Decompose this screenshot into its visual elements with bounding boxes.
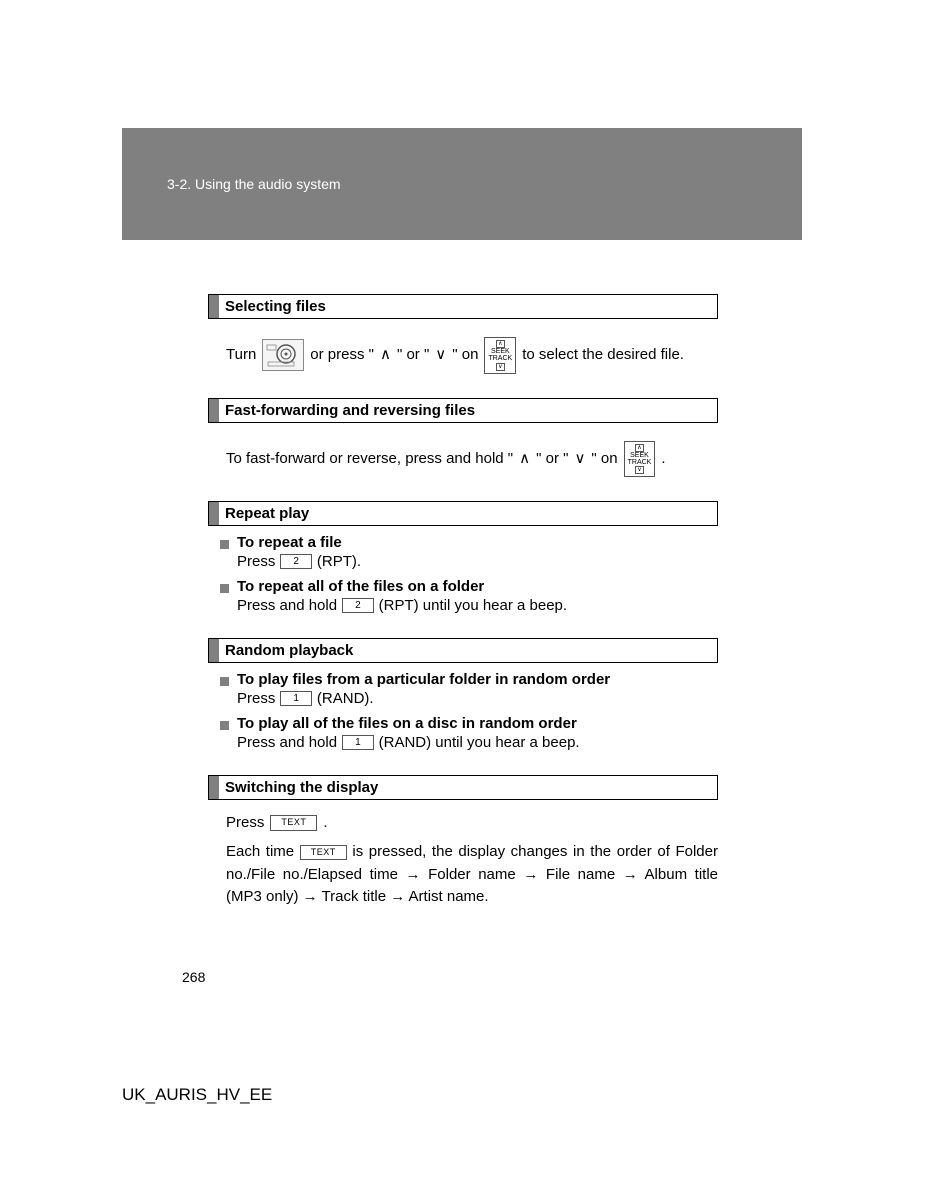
button-text: TEXT bbox=[300, 845, 347, 861]
item-detail: Press and hold 1 (RAND) until you hear a… bbox=[220, 734, 718, 751]
text-tail: to select the desired file. bbox=[522, 343, 684, 367]
seek-down-icon: ∨ bbox=[496, 363, 504, 371]
text-press: Press bbox=[237, 690, 275, 707]
item-title: To play files from a particular folder i… bbox=[237, 671, 610, 688]
footer-code: UK_AURIS_HV_EE bbox=[122, 1085, 927, 1105]
seek-track-icon: ∧ SEEK TRACK ∨ bbox=[624, 441, 656, 478]
section-accent bbox=[209, 502, 219, 525]
section-accent bbox=[209, 639, 219, 662]
text-tail: . bbox=[661, 447, 665, 471]
seek-down-icon: ∨ bbox=[635, 466, 643, 474]
text-turn: Turn bbox=[226, 343, 256, 367]
section-title: Random playback bbox=[219, 639, 359, 662]
page: 3-2. Using the audio system Selecting fi… bbox=[0, 128, 927, 1105]
bullet-icon bbox=[220, 584, 229, 593]
section-title: Fast-forwarding and reversing files bbox=[219, 399, 481, 422]
down-symbol: ∨ bbox=[435, 343, 446, 367]
up-symbol: ∧ bbox=[380, 343, 391, 367]
bullet-icon bbox=[220, 721, 229, 730]
seek-line2: TRACK bbox=[628, 459, 652, 466]
item-title: To repeat all of the files on a folder bbox=[237, 578, 484, 595]
text-tail: (RAND). bbox=[317, 690, 374, 707]
text-orpress: or press " bbox=[310, 343, 374, 367]
item-detail: Press and hold 2 (RPT) until you hear a … bbox=[220, 597, 718, 614]
item-detail: Press 1 (RAND). bbox=[220, 690, 718, 707]
text-tail: . bbox=[323, 814, 327, 831]
ffrev-body: To fast-forward or reverse, press and ho… bbox=[208, 423, 718, 478]
item-lead: To repeat all of the files on a folder bbox=[220, 578, 718, 595]
bullet-icon bbox=[220, 677, 229, 686]
random-item-2: To play all of the files on a disc in ra… bbox=[208, 707, 718, 751]
selecting-body: Turn or press "∧" or "∨" on ∧ SEEK TRACK bbox=[208, 319, 718, 374]
text-tail: (RPT). bbox=[317, 553, 361, 570]
text-mid2: " on bbox=[452, 343, 478, 367]
random-item-1: To play files from a particular folder i… bbox=[208, 663, 718, 707]
text-press: Press and hold bbox=[237, 734, 337, 751]
section-accent bbox=[209, 399, 219, 422]
button-2: 2 bbox=[280, 554, 312, 569]
down-symbol: ∨ bbox=[574, 447, 585, 471]
text-tail: (RPT) until you hear a beep. bbox=[379, 597, 567, 614]
switching-body: Press TEXT . bbox=[208, 800, 718, 831]
content-area: Selecting files Turn or press "∧" or "∨"… bbox=[208, 240, 718, 909]
seek-line1: SEEK bbox=[491, 348, 510, 355]
text-press: Press bbox=[237, 553, 275, 570]
repeat-item-1: To repeat a file Press 2 (RPT). bbox=[208, 526, 718, 570]
text-press: Press and hold bbox=[237, 597, 337, 614]
text-mid2: " on bbox=[591, 447, 617, 471]
seek-track-icon: ∧ SEEK TRACK ∨ bbox=[484, 337, 516, 374]
text-mid1: " or " bbox=[397, 343, 429, 367]
item-lead: To play all of the files on a disc in ra… bbox=[220, 715, 718, 732]
text-mid1: " or " bbox=[536, 447, 568, 471]
button-text: TEXT bbox=[270, 815, 317, 831]
selecting-row: Turn or press "∧" or "∨" on ∧ SEEK TRACK bbox=[226, 337, 718, 374]
seek-up-icon: ∧ bbox=[496, 340, 504, 348]
up-symbol: ∧ bbox=[519, 447, 530, 471]
switching-row: Press TEXT . bbox=[226, 814, 718, 831]
switching-paragraph: Each time TEXT is pressed, the display c… bbox=[208, 831, 718, 909]
section-bar-ffrev: Fast-forwarding and reversing files bbox=[208, 398, 718, 423]
section-bar-switching: Switching the display bbox=[208, 775, 718, 800]
section-title: Switching the display bbox=[219, 776, 384, 799]
seek-line2: TRACK bbox=[488, 355, 512, 362]
para-a: Each time bbox=[226, 843, 300, 860]
item-lead: To repeat a file bbox=[220, 534, 718, 551]
text-press: Press bbox=[226, 814, 264, 831]
header-banner: 3-2. Using the audio system bbox=[122, 128, 802, 240]
seek-up-icon: ∧ bbox=[635, 444, 643, 452]
tune-knob-icon bbox=[262, 339, 304, 371]
section-bar-selecting: Selecting files bbox=[208, 294, 718, 319]
text-tail: (RAND) until you hear a beep. bbox=[379, 734, 580, 751]
item-lead: To play files from a particular folder i… bbox=[220, 671, 718, 688]
section-bar-repeat: Repeat play bbox=[208, 501, 718, 526]
button-1: 1 bbox=[280, 691, 312, 706]
section-title: Repeat play bbox=[219, 502, 315, 525]
button-1: 1 bbox=[342, 735, 374, 750]
section-label: 3-2. Using the audio system bbox=[167, 176, 341, 192]
ffrev-row: To fast-forward or reverse, press and ho… bbox=[226, 441, 718, 478]
repeat-item-2: To repeat all of the files on a folder P… bbox=[208, 570, 718, 614]
item-detail: Press 2 (RPT). bbox=[220, 553, 718, 570]
text-lead: To fast-forward or reverse, press and ho… bbox=[226, 447, 513, 471]
seek-line1: SEEK bbox=[630, 452, 649, 459]
button-2: 2 bbox=[342, 598, 374, 613]
item-title: To play all of the files on a disc in ra… bbox=[237, 715, 577, 732]
section-bar-random: Random playback bbox=[208, 638, 718, 663]
section-accent bbox=[209, 776, 219, 799]
page-number: 268 bbox=[182, 969, 927, 985]
section-title: Selecting files bbox=[219, 295, 332, 318]
bullet-icon bbox=[220, 540, 229, 549]
item-title: To repeat a file bbox=[237, 534, 342, 551]
section-accent bbox=[209, 295, 219, 318]
